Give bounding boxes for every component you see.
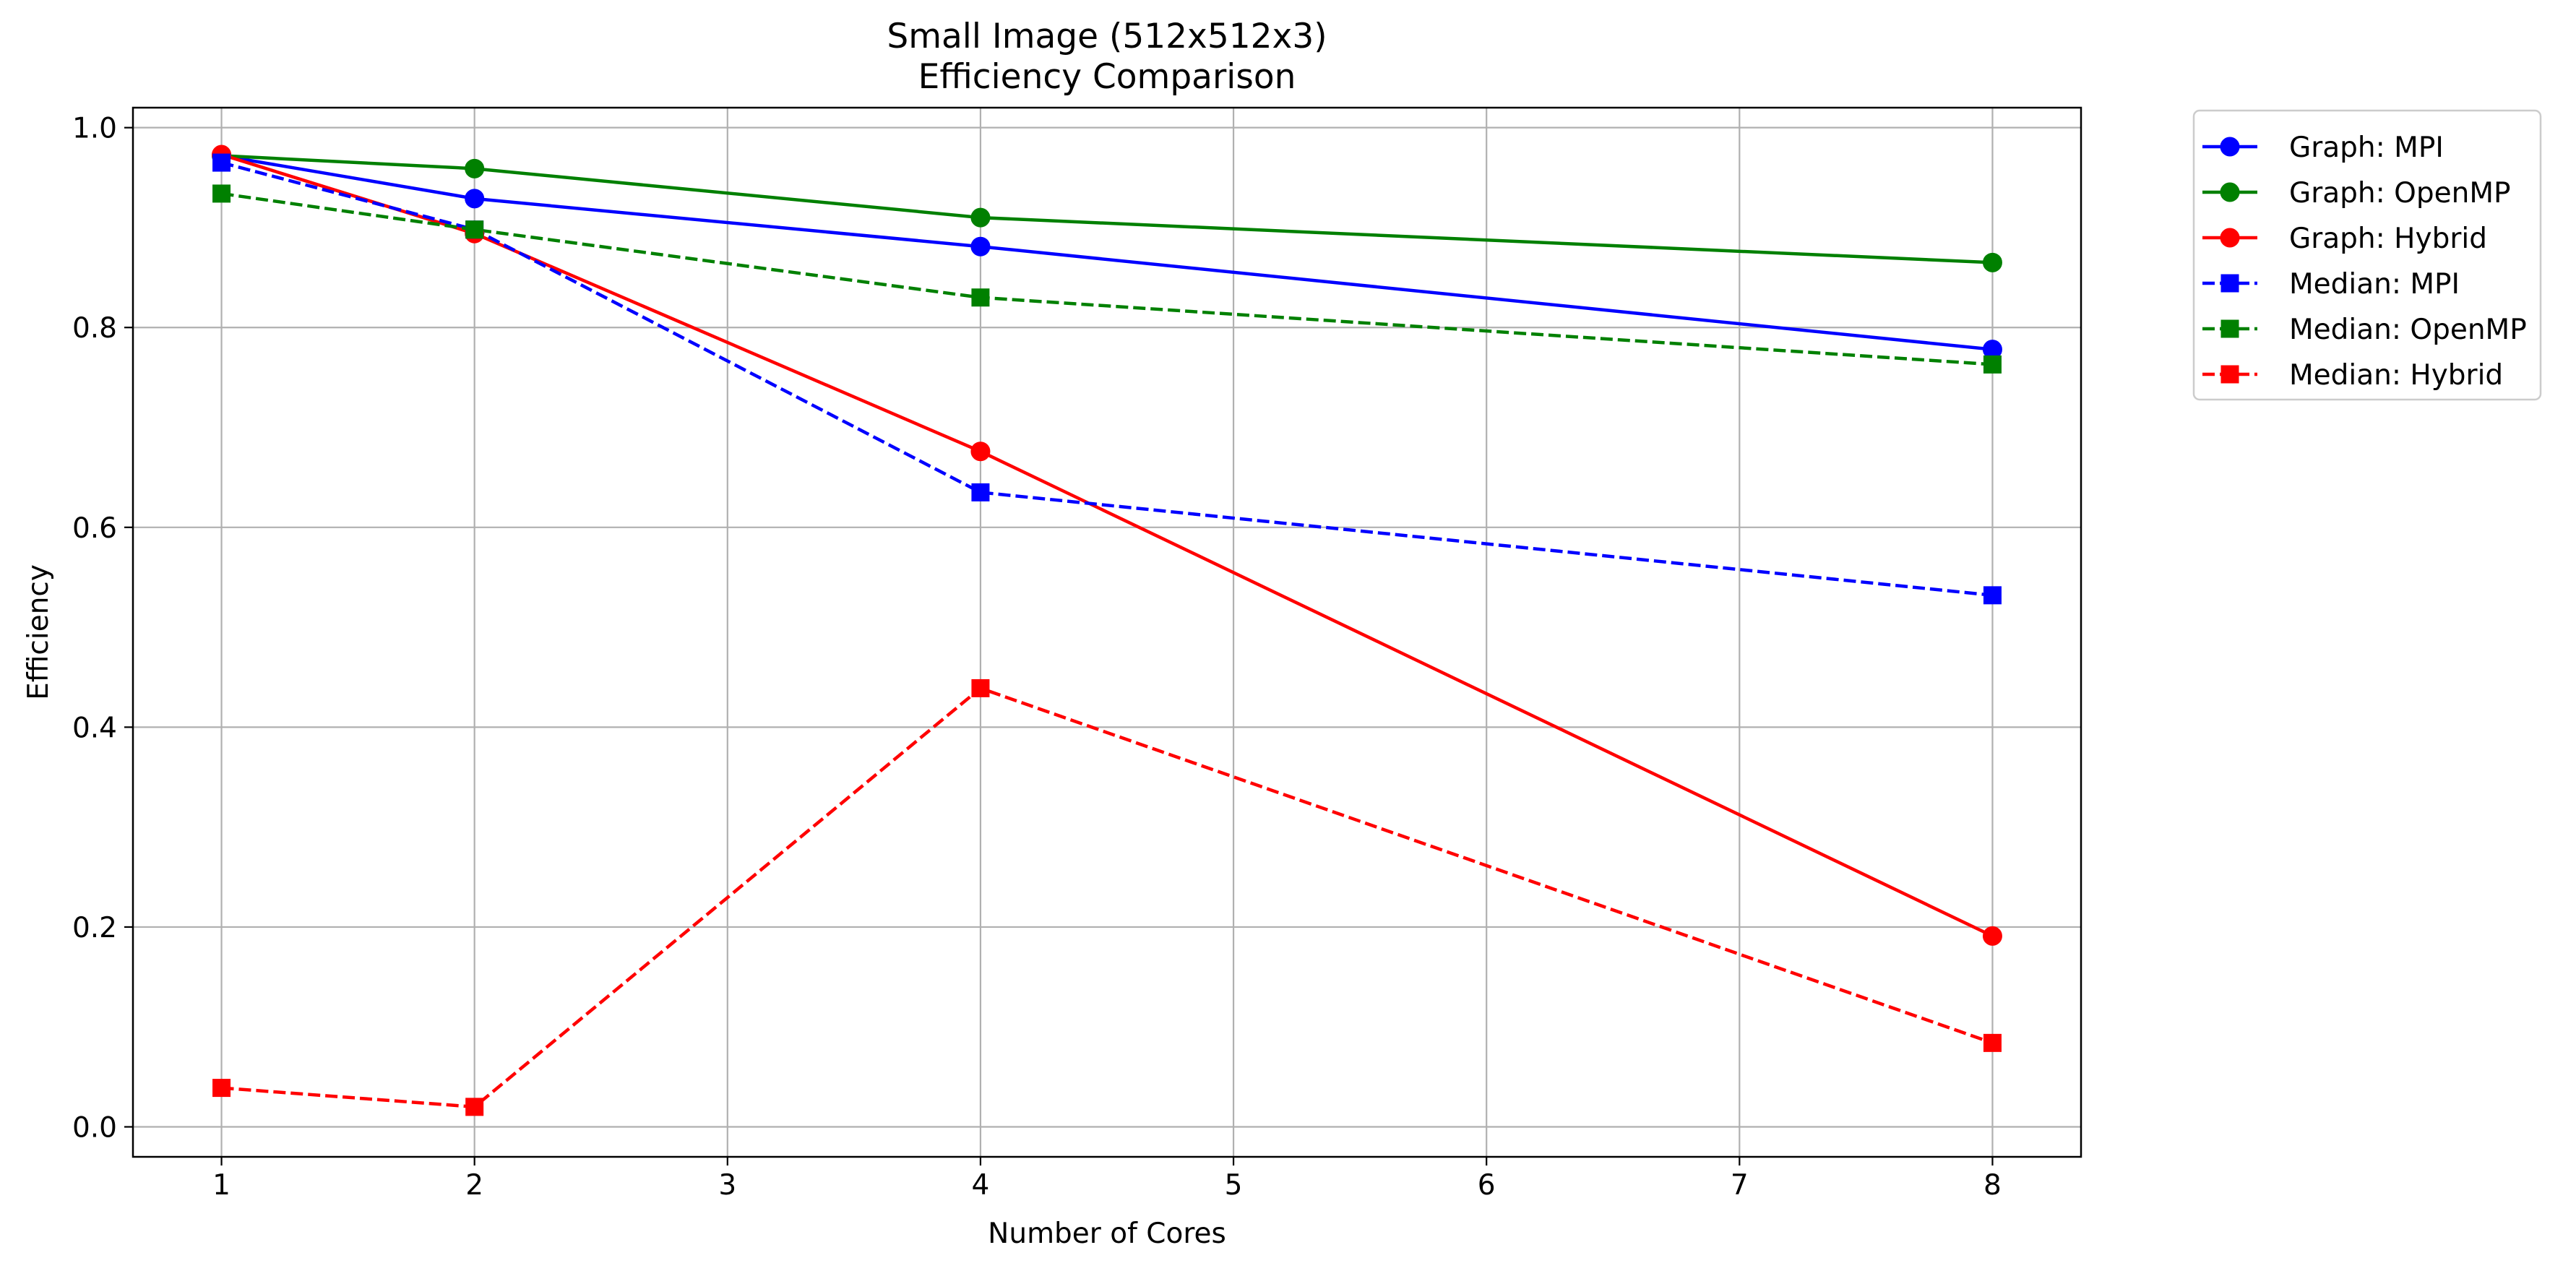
data-point-graph-hybrid	[970, 441, 991, 462]
x-tick-label: 7	[1731, 1169, 1749, 1202]
series-markers	[212, 145, 2002, 1116]
y-tick-label: 0.8	[72, 312, 117, 345]
data-point-median-hybrid	[465, 1098, 484, 1116]
x-tick-label: 6	[1478, 1169, 1496, 1202]
legend-label: Median: OpenMP	[2289, 314, 2527, 346]
grid	[133, 108, 2081, 1157]
chart-title-line-1: Small Image (512x512x3)	[887, 17, 1327, 56]
axis-ticks: 1 2 3 4 5 6 7 8 0.0 0.2 0.4 0.6 0.8 1.0	[72, 113, 2002, 1202]
y-tick-label: 0.2	[72, 912, 117, 944]
series-lines	[220, 152, 1994, 1109]
legend-frame	[2192, 109, 2542, 401]
data-point-median-hybrid	[971, 678, 990, 697]
y-tick-label: 0.0	[72, 1112, 117, 1145]
y-tick-label: 1.0	[72, 113, 117, 145]
x-tick-label: 8	[1983, 1169, 2002, 1202]
y-tick-label: 0.4	[72, 712, 117, 744]
data-point-graph-openmp	[970, 207, 991, 228]
legend-label: Median: MPI	[2289, 268, 2460, 301]
data-point-graph-mpi	[465, 189, 485, 209]
x-tick-label: 1	[212, 1169, 231, 1202]
legend-swatch-marker	[2220, 137, 2240, 157]
legend-label: Graph: MPI	[2289, 132, 2444, 164]
x-tick-label: 5	[1225, 1169, 1243, 1202]
x-axis-label: Number of Cores	[988, 1218, 1226, 1250]
data-point-median-hybrid	[212, 1079, 231, 1098]
legend-swatch-marker	[2220, 365, 2239, 384]
series-line-median-openmp	[221, 191, 1993, 366]
data-point-median-mpi	[971, 483, 990, 501]
legend-entries: Graph: MPI Graph: OpenMP Graph: Hybrid Medi…	[2202, 132, 2527, 392]
data-point-median-hybrid	[1983, 1033, 2002, 1052]
data-point-median-mpi	[212, 153, 231, 172]
series-line-graph-mpi	[221, 154, 1993, 351]
data-point-median-openmp	[1983, 355, 2002, 374]
data-point-graph-openmp	[465, 158, 485, 178]
legend: Graph: MPI Graph: OpenMP Graph: Hybrid Medi…	[2192, 109, 2542, 401]
y-axis-label: Efficiency	[22, 564, 55, 700]
x-tick-label: 4	[972, 1169, 990, 1202]
data-point-median-mpi	[1983, 586, 2002, 605]
chart-title-line-2: Efficiency Comparison	[918, 57, 1296, 97]
y-tick-label: 0.6	[72, 512, 117, 545]
legend-label: Graph: OpenMP	[2289, 177, 2511, 210]
data-point-graph-mpi	[970, 236, 991, 257]
data-point-median-openmp	[212, 184, 231, 203]
legend-label: Graph: Hybrid	[2289, 223, 2487, 255]
data-point-graph-hybrid	[1982, 926, 2002, 946]
data-point-graph-openmp	[1982, 252, 2002, 272]
series-line-graph-hybrid	[220, 152, 1994, 938]
x-tick-label: 3	[718, 1169, 736, 1202]
legend-swatch-marker	[2220, 274, 2239, 293]
data-point-median-openmp	[971, 288, 990, 307]
legend-label: Median: Hybrid	[2289, 359, 2503, 392]
legend-swatch-marker	[2220, 228, 2240, 248]
legend-swatch-marker	[2220, 319, 2239, 338]
series-line-median-mpi	[220, 160, 1993, 598]
legend-swatch-marker	[2220, 182, 2240, 202]
data-point-median-openmp	[465, 220, 484, 239]
series-line-graph-openmp	[221, 154, 1993, 264]
plot-frame	[132, 106, 2082, 1158]
x-tick-label: 2	[465, 1169, 483, 1202]
series-line-median-hybrid	[221, 686, 1994, 1109]
